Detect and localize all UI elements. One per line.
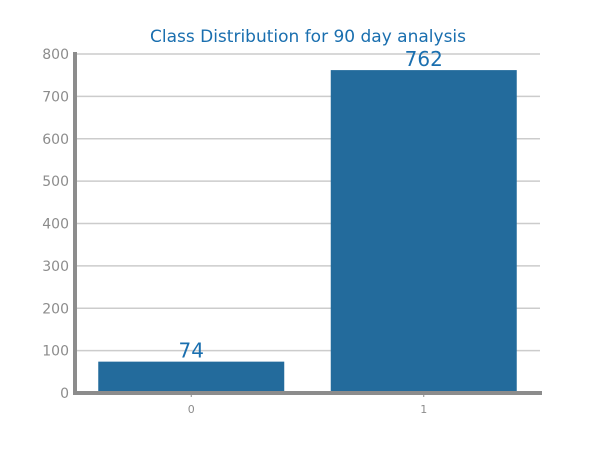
bars (98, 70, 517, 393)
bar-1 (330, 70, 517, 393)
data-labels: 74 762 (179, 47, 443, 363)
data-label: 762 (405, 47, 443, 71)
y-tick-label: 200 (42, 301, 69, 317)
y-tick-label: 100 (42, 344, 69, 360)
chart-title: Class Distribution for 90 day analysis (150, 27, 466, 47)
data-label: 74 (179, 339, 204, 363)
grid-lines (75, 53, 540, 352)
y-tick-label: 0 (60, 386, 69, 402)
y-tick-label: 800 (42, 47, 69, 63)
axes (73, 52, 542, 395)
y-tick-label: 500 (42, 174, 69, 190)
y-tick-label: 400 (42, 217, 69, 233)
y-axis-ticks: 0 100 200 300 400 500 600 700 800 (42, 47, 69, 402)
y-tick-label: 700 (42, 89, 69, 105)
y-tick-label: 300 (42, 259, 69, 275)
y-tick-label: 600 (42, 132, 69, 148)
bar-0 (98, 361, 285, 393)
x-tick-label: 0 (188, 403, 195, 416)
x-tick-label: 1 (420, 403, 427, 416)
